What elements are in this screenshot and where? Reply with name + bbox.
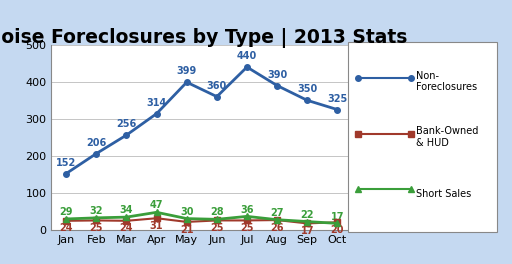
Text: 25: 25 bbox=[90, 223, 103, 233]
Text: 17: 17 bbox=[301, 226, 314, 236]
Text: Bank-Owned
& HUD: Bank-Owned & HUD bbox=[416, 126, 479, 148]
Text: 22: 22 bbox=[301, 210, 314, 220]
Text: 25: 25 bbox=[210, 223, 224, 233]
Text: 27: 27 bbox=[270, 208, 284, 218]
Text: 17: 17 bbox=[331, 211, 344, 221]
Text: 20: 20 bbox=[331, 225, 344, 235]
Text: 26: 26 bbox=[270, 223, 284, 233]
Text: 350: 350 bbox=[297, 84, 317, 95]
Text: 28: 28 bbox=[210, 208, 224, 218]
Text: 314: 314 bbox=[146, 98, 167, 108]
Text: 24: 24 bbox=[59, 223, 73, 233]
Text: 360: 360 bbox=[207, 81, 227, 91]
Text: 399: 399 bbox=[177, 66, 197, 76]
Text: 24: 24 bbox=[120, 223, 133, 233]
Text: 390: 390 bbox=[267, 70, 287, 80]
Text: 29: 29 bbox=[59, 207, 73, 217]
Text: 152: 152 bbox=[56, 158, 76, 168]
Text: 21: 21 bbox=[180, 224, 194, 234]
Text: 269: 269 bbox=[350, 125, 370, 135]
Text: 36: 36 bbox=[240, 205, 254, 215]
Text: 31: 31 bbox=[150, 221, 163, 231]
Text: 30: 30 bbox=[180, 207, 194, 217]
Text: 32: 32 bbox=[90, 206, 103, 216]
Text: 34: 34 bbox=[120, 205, 133, 215]
Text: 256: 256 bbox=[116, 119, 137, 129]
Text: 206: 206 bbox=[86, 138, 106, 148]
Text: Boise Foreclosures by Type | 2013 Stats: Boise Foreclosures by Type | 2013 Stats bbox=[0, 28, 408, 48]
Text: 440: 440 bbox=[237, 51, 257, 61]
Text: Short Sales: Short Sales bbox=[416, 189, 472, 199]
Text: Non-
Foreclosures: Non- Foreclosures bbox=[416, 71, 478, 92]
Text: 325: 325 bbox=[327, 94, 348, 104]
Text: 47: 47 bbox=[150, 200, 163, 210]
Text: 25: 25 bbox=[240, 223, 254, 233]
